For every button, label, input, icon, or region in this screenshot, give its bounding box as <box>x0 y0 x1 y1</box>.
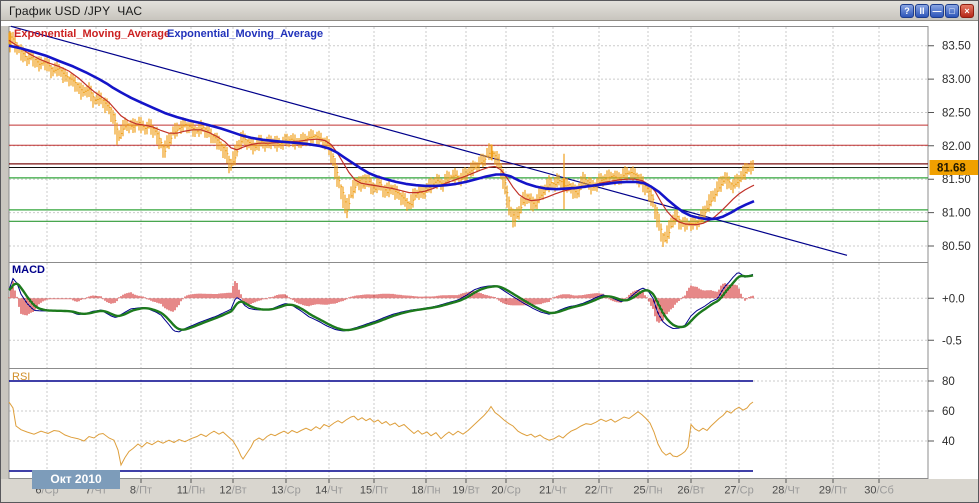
macd-histogram <box>8 281 754 323</box>
current-price-text: 81.68 <box>937 163 966 175</box>
date-axis-label: 14/Чт <box>315 485 343 497</box>
rsi-pane-label: RSI <box>12 371 31 383</box>
date-axis-label: 13/Ср <box>271 485 300 497</box>
price-axis-label: 82.00 <box>942 141 971 153</box>
date-axis-label: 19/Вт <box>452 485 479 497</box>
date-axis-label: 25/Пн <box>633 485 662 497</box>
axis-ticks-right <box>928 45 934 442</box>
date-axis-label: 11/Пн <box>177 485 205 497</box>
trendline[interactable] <box>10 25 848 256</box>
price-axis-label: 83.50 <box>942 41 971 53</box>
date-axis-label: 27/Ср <box>724 485 753 497</box>
rsi-axis-label: 60 <box>942 406 955 418</box>
pane-dividers <box>9 262 928 369</box>
macd-axis-label: +0.0 <box>942 293 965 305</box>
plot-border <box>8 26 929 479</box>
price-bar-close-ticks <box>9 34 755 242</box>
ema-fast-line[interactable] <box>8 39 755 226</box>
chart-canvas[interactable]: 83.50 83.00 82.50 82.00 81.50 81.00 80.50 +0.0 -… <box>1 22 978 502</box>
price-bars <box>8 31 754 247</box>
date-axis-label: 30/Сб <box>864 485 894 497</box>
date-axis-strip <box>1 479 978 502</box>
macd-pane-label: MACD <box>12 264 45 276</box>
price-axis-label: 81.00 <box>942 208 971 220</box>
price-axis-label: 82.50 <box>942 108 971 120</box>
price-axis-label: 80.50 <box>942 241 971 253</box>
date-axis-label: 28/Чт <box>772 485 800 497</box>
date-axis-label: 29/Пт <box>819 485 847 497</box>
ema-slow-line[interactable] <box>8 44 755 221</box>
macd-signal-line <box>8 274 754 332</box>
legend-ema-red: Exponential_Moving_Average <box>14 28 171 40</box>
pause-button[interactable]: II <box>915 4 929 18</box>
current-price-badge <box>929 160 978 175</box>
date-axis-label: 22/Пт <box>585 485 613 497</box>
date-axis-label: 15/Пт <box>360 485 388 497</box>
macd-axis-label: -0.5 <box>942 335 962 347</box>
window-buttons: ? II — □ × <box>900 4 974 18</box>
window-title: График USD /JPY ЧАС <box>9 3 143 18</box>
rsi-line <box>8 401 754 467</box>
close-button[interactable]: × <box>960 4 974 18</box>
rsi-axis-label: 80 <box>942 376 955 388</box>
price-axis-label: 81.50 <box>942 174 971 186</box>
date-axis-label: 20/Ср <box>491 485 520 497</box>
date-axis-label: 26/Вт <box>677 485 704 497</box>
vertical-gridlines <box>46 27 880 478</box>
minimize-button[interactable]: — <box>930 4 944 18</box>
month-badge: Окт 2010 <box>32 470 120 489</box>
date-axis-label: 21/Чт <box>539 485 567 497</box>
legend-ema-blue: Exponential_Moving_Average <box>167 28 324 40</box>
rsi-axis-label: 40 <box>942 436 955 448</box>
date-axis-label: 8/Пт <box>130 485 152 497</box>
maximize-button[interactable]: □ <box>945 4 959 18</box>
date-axis-label: 12/Вт <box>219 485 246 497</box>
macd-line <box>8 272 754 333</box>
window-titlebar[interactable]: График USD /JPY ЧАС ? II — □ × <box>1 1 978 21</box>
price-axis-label: 83.00 <box>942 74 971 86</box>
help-button[interactable]: ? <box>900 4 914 18</box>
left-frame-strip <box>1 26 9 479</box>
date-axis-label: 18/Пн <box>411 485 440 497</box>
